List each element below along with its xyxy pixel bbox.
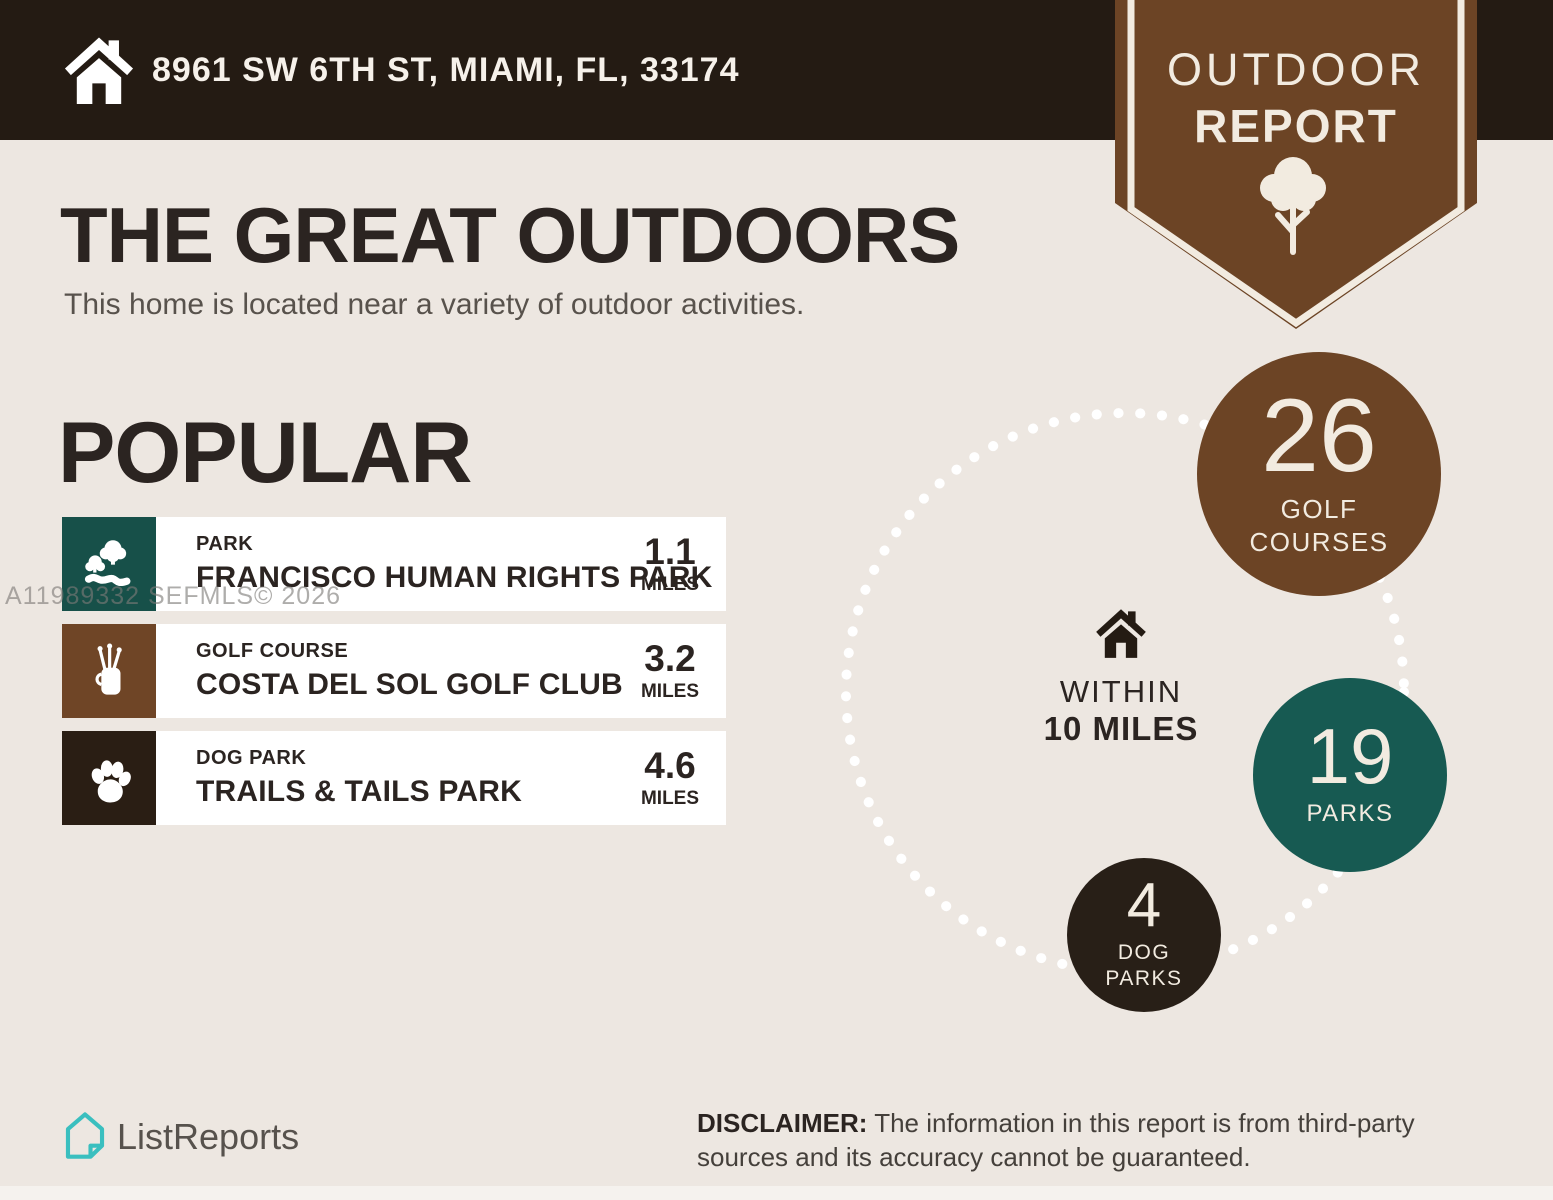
ribbon-line2: REPORT [1194, 100, 1398, 152]
listreports-logo-icon [65, 1112, 105, 1159]
item-distance: 1.1 MILES [626, 517, 714, 611]
disclaimer-text: The information in this report is from t… [697, 1108, 1415, 1172]
distance-value: 4.6 [644, 744, 696, 786]
item-distance: 3.2 MILES [626, 624, 714, 718]
popular-item-text: PARK FRANCISCO HUMAN RIGHTS PARK [156, 517, 713, 611]
popular-item-golf: GOLF COURSE COSTA DEL SOL GOLF CLUB 3.2 … [62, 624, 726, 718]
stat-value: 4 [1126, 870, 1162, 940]
stat-circle-dog-parks: 4 DOG PARKS [1067, 858, 1221, 1012]
popular-item-text: DOG PARK TRAILS & TAILS PARK [156, 731, 522, 825]
item-category: DOG PARK [196, 747, 307, 769]
disclaimer-label: DISCLAIMER: [697, 1108, 868, 1138]
stat-value: 26 [1261, 377, 1377, 494]
bottom-strip [0, 1186, 1553, 1200]
item-category: PARK [196, 533, 254, 555]
popular-item-park: PARK FRANCISCO HUMAN RIGHTS PARK 1.1 MIL… [62, 517, 726, 611]
item-name: TRAILS & TAILS PARK [196, 775, 523, 808]
stat-label: DOG PARKS [1105, 940, 1182, 993]
popular-item-text: GOLF COURSE COSTA DEL SOL GOLF CLUB [156, 624, 623, 718]
paw-icon [62, 731, 156, 825]
page-title: THE GREAT OUTDOORS [60, 191, 960, 279]
popular-heading: POPULAR [58, 405, 472, 501]
stat-label: PARKS [1306, 799, 1393, 829]
stat-label-line: PARKS [1105, 966, 1183, 990]
tree-icon [1260, 157, 1326, 255]
home-icon [64, 37, 134, 105]
distance-unit: MILES [640, 573, 700, 595]
park-trees-icon [62, 517, 156, 611]
stat-value: 19 [1306, 711, 1394, 800]
radius-label-line2: 10 MILES [1043, 710, 1199, 747]
ribbon-line1: OUTDOOR [1167, 44, 1425, 95]
stat-label-line: GOLF [1280, 494, 1358, 525]
stat-label-line: COURSES [1249, 526, 1389, 557]
distance-value: 3.2 [644, 637, 696, 679]
stat-label-line: DOG [1117, 940, 1171, 964]
item-name: FRANCISCO HUMAN RIGHTS PARK [196, 561, 713, 594]
house-icon [1096, 609, 1146, 658]
item-distance: 4.6 MILES [626, 731, 714, 825]
distance-unit: MILES [640, 787, 700, 809]
item-category: GOLF COURSE [196, 640, 349, 662]
distance-value: 1.1 [644, 530, 696, 572]
popular-item-dogpark: DOG PARK TRAILS & TAILS PARK 4.6 MILES [62, 731, 726, 825]
distance-unit: MILES [640, 680, 700, 702]
property-address: 8961 SW 6TH ST, MIAMI, FL, 33174 [152, 50, 740, 89]
listreports-brand: ListReports [117, 1116, 300, 1157]
golf-bag-icon [62, 624, 156, 718]
stat-circle-parks: 19 PARKS [1253, 678, 1447, 872]
mls-watermark: A11989332 SEFMLS© 2026 [5, 582, 342, 610]
item-name: COSTA DEL SOL GOLF CLUB [196, 668, 623, 701]
stat-label: GOLF COURSES [1249, 493, 1388, 558]
disclaimer: DISCLAIMER: The information in this repo… [697, 1106, 1502, 1174]
stat-circle-golf-courses: 26 GOLF COURSES [1197, 352, 1441, 596]
ribbon-title: OUTDOOR REPORT [1115, 44, 1477, 153]
page-subtitle: This home is located near a variety of o… [64, 288, 805, 321]
radius-label-line1: WITHIN [1059, 674, 1183, 709]
stat-label-line: PARKS [1306, 800, 1394, 828]
